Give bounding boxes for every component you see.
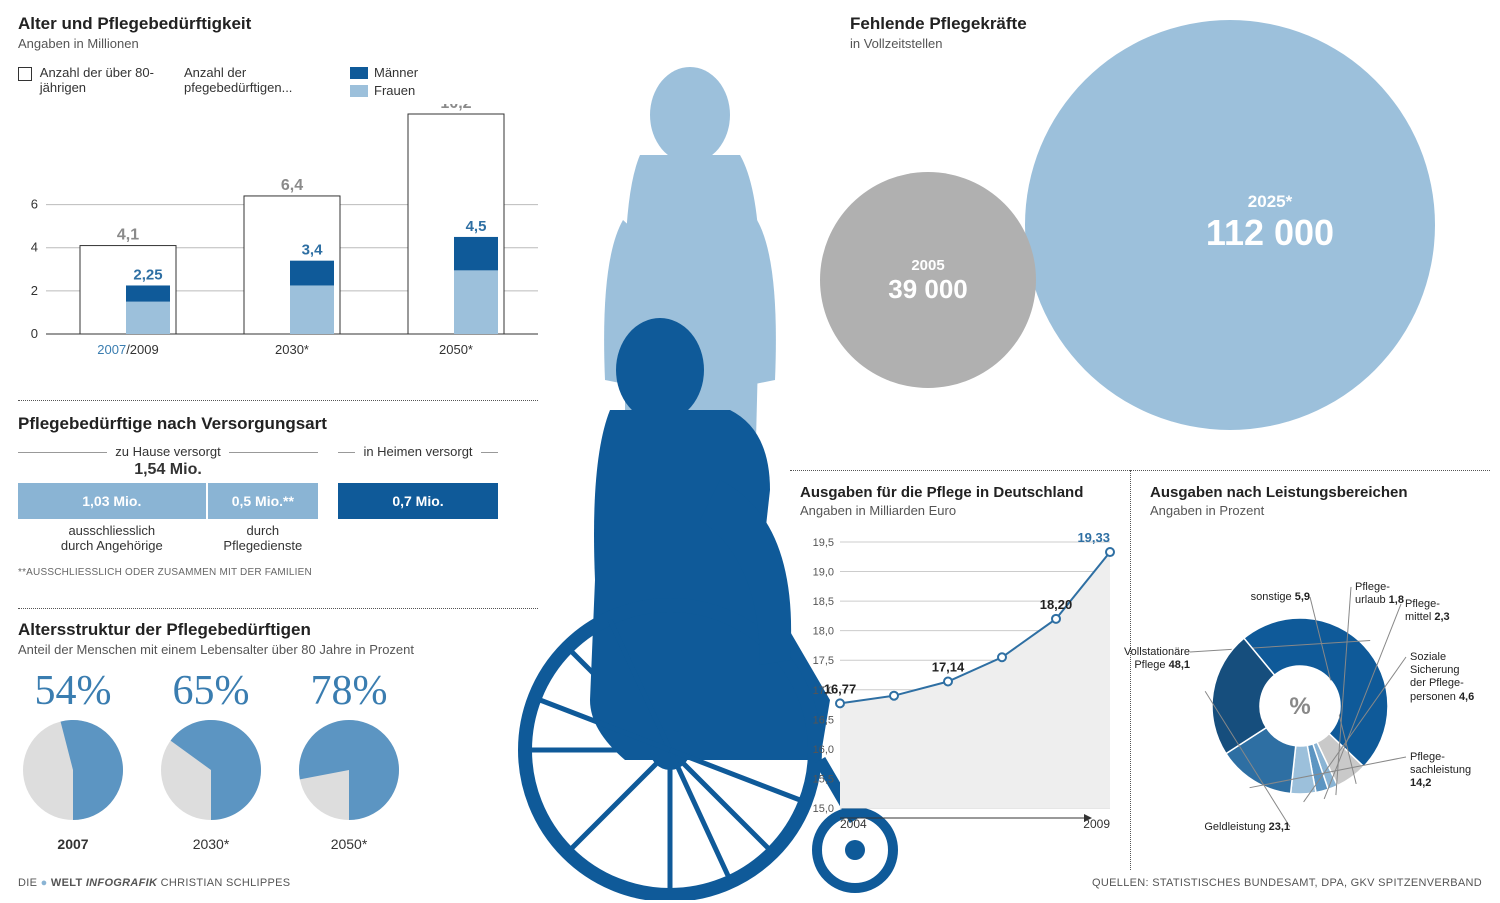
donut-label: SozialeSicherungder Pflege-personen 4,6 — [1410, 651, 1474, 704]
svg-text:18,20: 18,20 — [1040, 597, 1073, 612]
donut-label: Pflege-mittel 2,3 — [1405, 598, 1450, 624]
footer-left: DIE ● WELT INFOGRAFIK CHRISTIAN SCHLIPPE… — [18, 877, 290, 889]
line-chart-svg: 15,015,516,016,517,017,518,018,519,019,5… — [800, 526, 1120, 836]
svg-text:15,0: 15,0 — [813, 803, 834, 815]
svg-text:16,0: 16,0 — [813, 744, 834, 756]
age-pies-title: Altersstruktur der Pflegebedürftigen — [18, 620, 538, 640]
donut-label: Pflege-sachleistung 14,2 — [1410, 751, 1490, 791]
age-pie: 65%2030* — [156, 667, 266, 852]
svg-text:18,5: 18,5 — [813, 596, 834, 608]
svg-text:17,14: 17,14 — [932, 660, 965, 675]
donut-subtitle: Angaben in Prozent — [1150, 503, 1490, 518]
line-chart-panel: Ausgaben für die Pflege in Deutschland A… — [800, 484, 1120, 841]
svg-text:18,0: 18,0 — [813, 626, 834, 638]
line-title: Ausgaben für die Pflege in Deutschland — [800, 484, 1120, 501]
svg-text:19,5: 19,5 — [813, 537, 834, 549]
donut-label: sonstige 5,9 — [1200, 591, 1310, 604]
svg-text:2005: 2005 — [911, 257, 944, 274]
donut-label: Pflege-urlaub 1,8 — [1355, 581, 1404, 607]
svg-text:2025*: 2025* — [1248, 192, 1293, 211]
svg-text:19,33: 19,33 — [1077, 530, 1110, 545]
home-a-cap: ausschliesslich durch Angehörige — [18, 523, 206, 553]
bubbles-svg: 200539 000 2025*112 000 — [0, 0, 1500, 470]
inst-block: 0,7 Mio. — [338, 483, 498, 519]
age-pies-subtitle: Anteil der Menschen mit einem Lebensalte… — [18, 642, 538, 657]
donut-label: VollstationärePflege 48,1 — [1080, 646, 1190, 672]
donut-label: Geldleistung 23,1 — [1180, 821, 1290, 834]
svg-text:16,77: 16,77 — [824, 681, 857, 696]
svg-text:112 000: 112 000 — [1206, 212, 1334, 253]
donut-title: Ausgaben nach Leistungsbereichen — [1150, 484, 1490, 501]
svg-text:19,0: 19,0 — [813, 567, 834, 579]
home-b-block: 0,5 Mio.** — [208, 483, 318, 519]
svg-text:2004: 2004 — [840, 817, 867, 831]
home-b-cap: durch Pflegedienste — [208, 523, 318, 553]
care-type-footnote: **AUSSCHLIESSLICH ODER ZUSAMMEN MIT DER … — [18, 567, 538, 578]
donut-panel: Ausgaben nach Leistungsbereichen Angaben… — [1150, 484, 1490, 864]
svg-text:16,5: 16,5 — [813, 714, 834, 726]
age-pies-panel: Altersstruktur der Pflegebedürftigen Ant… — [18, 620, 538, 854]
age-pie: 54%2007 — [18, 667, 128, 852]
age-pie: 78%2050* — [294, 667, 404, 852]
home-a-block: 1,03 Mio. — [18, 483, 206, 519]
svg-text:17,5: 17,5 — [813, 655, 834, 667]
svg-text:15,5: 15,5 — [813, 773, 834, 785]
line-subtitle: Angaben in Milliarden Euro — [800, 503, 1120, 518]
svg-text:39 000: 39 000 — [888, 274, 968, 304]
svg-text:%: % — [1289, 693, 1310, 720]
footer-right: QUELLEN: STATISTISCHES BUNDESAMT, DPA, G… — [1092, 877, 1482, 889]
